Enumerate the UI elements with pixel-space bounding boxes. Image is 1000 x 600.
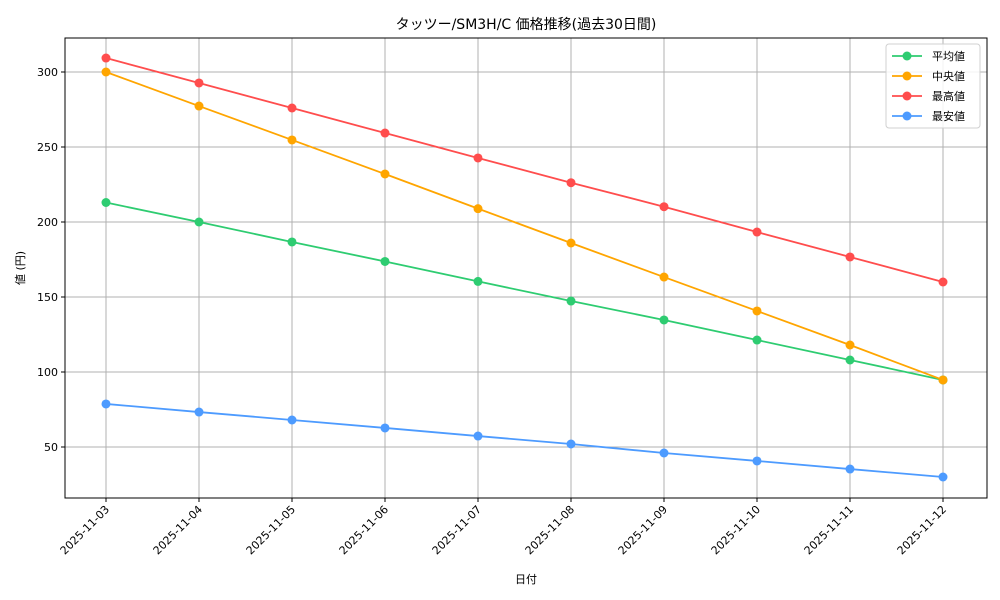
data-point [194, 78, 204, 88]
x-axis-ticks: 2025-11-03 2025-11-04 2025-11-05 2025-11-06… [58, 498, 949, 557]
data-point [101, 53, 111, 63]
data-point [101, 198, 111, 207]
legend-label: 平均値 [932, 50, 965, 63]
data-point [752, 335, 762, 345]
data-point [101, 67, 111, 77]
x-tick-label: 2025-11-09 [616, 503, 670, 557]
x-tick-label: 2025-11-10 [709, 503, 763, 557]
data-point [194, 407, 204, 417]
data-point [380, 256, 390, 266]
data-point [473, 204, 483, 214]
x-tick-label: 2025-11-05 [244, 503, 298, 557]
x-tick-label: 2025-11-03 [58, 503, 112, 557]
data-point [752, 456, 762, 466]
legend-item: 中央値 [892, 70, 965, 83]
data-point [380, 128, 390, 138]
data-point [659, 272, 669, 282]
legend-item: 最安値 [892, 109, 965, 123]
data-point [473, 431, 483, 441]
data-point [566, 439, 576, 449]
x-tick-label: 2025-11-11 [802, 503, 856, 557]
series-line [101, 198, 948, 385]
data-point [845, 464, 855, 474]
chart-title: タッツー/SM3H/C 価格推移(過去30日間) [396, 17, 657, 33]
legend-label: 最高値 [932, 89, 965, 103]
y-axis-ticks: 50 100 150 200 250 300 [37, 66, 65, 454]
y-tick-label: 50 [44, 441, 58, 454]
data-point [659, 202, 669, 212]
y-tick-label: 300 [37, 66, 58, 79]
series-group [101, 53, 948, 482]
data-point [845, 355, 855, 365]
series-line [101, 67, 948, 385]
data-point [287, 103, 297, 113]
legend-label: 中央値 [932, 70, 965, 83]
y-axis-label: 値 (円) [14, 251, 27, 285]
data-point [938, 472, 948, 482]
data-point [380, 423, 390, 433]
data-point [194, 101, 204, 111]
data-point [938, 375, 948, 385]
grid-lines [65, 38, 987, 498]
series-line [101, 53, 948, 287]
data-point [473, 276, 483, 286]
data-point [566, 296, 576, 306]
data-point [752, 227, 762, 237]
x-tick-label: 2025-11-12 [895, 503, 949, 557]
y-tick-label: 100 [37, 366, 58, 379]
x-tick-label: 2025-11-08 [523, 503, 577, 557]
data-point [287, 415, 297, 425]
data-point [287, 237, 297, 247]
data-point [659, 315, 669, 325]
data-point [659, 448, 669, 458]
data-point [845, 252, 855, 262]
x-axis-label: 日付 [515, 573, 537, 586]
series-line [101, 399, 948, 482]
legend-label: 最安値 [932, 109, 965, 123]
data-point [845, 340, 855, 350]
legend-item: 平均値 [892, 50, 965, 63]
y-tick-label: 250 [37, 141, 58, 154]
y-tick-label: 150 [37, 291, 58, 304]
data-point [566, 238, 576, 248]
x-tick-label: 2025-11-06 [337, 503, 391, 557]
data-point [473, 153, 483, 163]
data-point [101, 399, 111, 409]
legend-item: 最高値 [892, 89, 965, 103]
data-point [194, 217, 204, 227]
data-point [566, 178, 576, 188]
data-point [752, 306, 762, 316]
data-point [380, 169, 390, 179]
x-tick-label: 2025-11-07 [430, 503, 484, 557]
data-point [287, 135, 297, 145]
plot-frame [64, 37, 988, 499]
x-tick-label: 2025-11-04 [151, 503, 205, 557]
legend-box [885, 43, 981, 129]
data-point [938, 277, 948, 287]
y-tick-label: 200 [37, 216, 58, 229]
